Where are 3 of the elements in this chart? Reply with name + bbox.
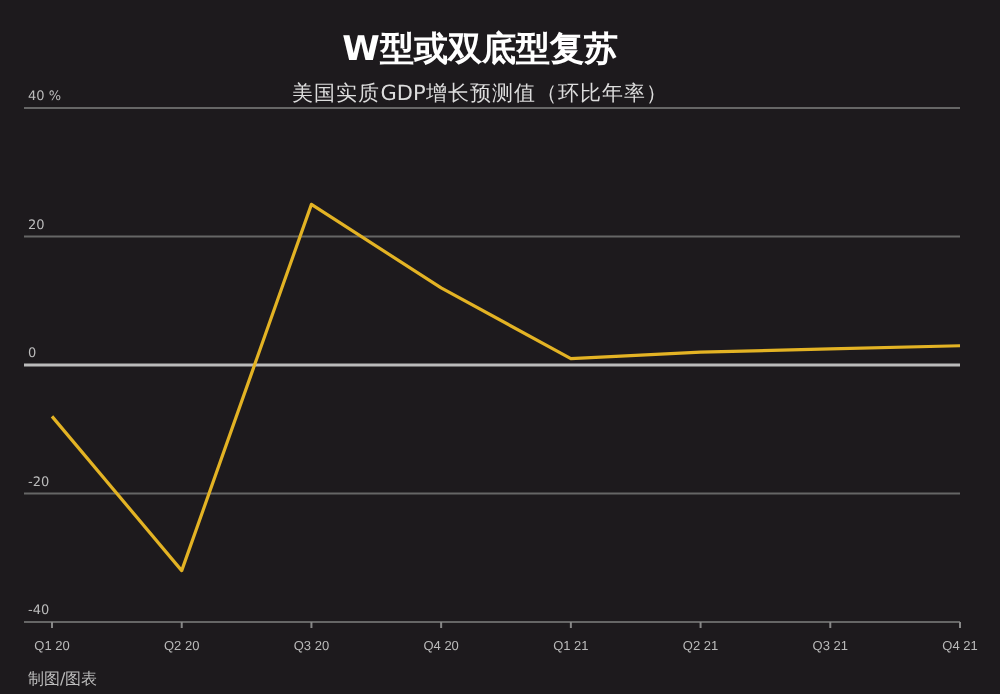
text: 制图/图表 — [28, 670, 98, 688]
chart-subtitle: 美国实质GDP增长预测值（环比年率） — [292, 80, 668, 106]
chart-title: W型或双底型复苏 — [342, 30, 618, 70]
